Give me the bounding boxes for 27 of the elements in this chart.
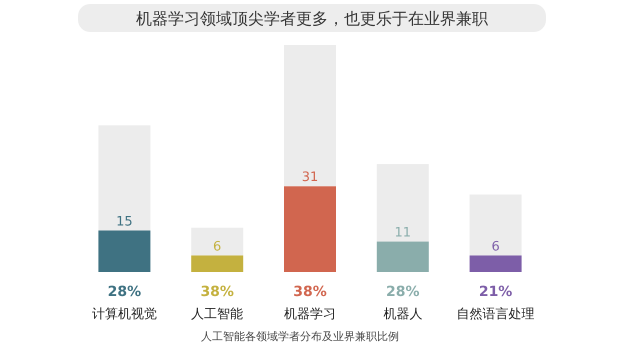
data-label: 15	[116, 214, 133, 230]
bar	[191, 228, 244, 256]
bar	[376, 242, 429, 272]
x-tick-label: 人工智能	[191, 307, 244, 322]
text: 28%	[386, 284, 420, 300]
x-tick-label: 机器学习	[284, 307, 336, 322]
bar	[470, 194, 522, 256]
bar	[376, 164, 429, 242]
bar	[98, 230, 150, 272]
bar	[470, 255, 522, 272]
x-tick-label: 计算机视觉	[92, 307, 157, 322]
chart-title: 机器学习领域顶尖学者更多，也更乐于在业界兼职	[136, 9, 488, 28]
text: 38%	[293, 284, 327, 300]
bar	[98, 125, 150, 230]
text: 38%	[200, 284, 234, 300]
text: 28%	[108, 284, 142, 300]
bar	[284, 186, 336, 272]
data-label: 6	[491, 239, 500, 254]
bar	[284, 45, 336, 186]
text: 人工智能各领域学者分布及业界兼职比例	[201, 330, 399, 343]
text: 21%	[478, 284, 512, 300]
data-label: 11	[394, 226, 412, 241]
data-label: 31	[302, 170, 318, 186]
bar	[191, 255, 244, 272]
x-tick-label: 机器人	[383, 307, 422, 322]
data-label: 6	[213, 239, 222, 254]
x-tick-label: 自然语言处理	[456, 306, 535, 322]
